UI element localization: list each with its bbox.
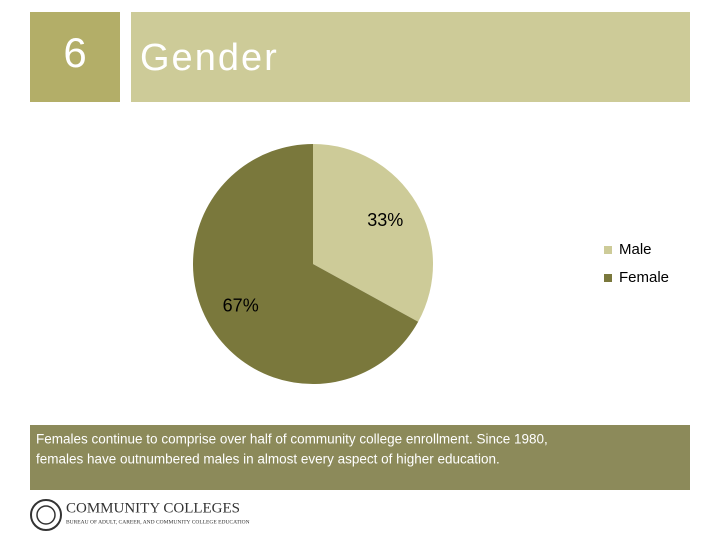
logo-subtitle: BUREAU OF ADULT, CAREER, AND COMMUNITY C… bbox=[66, 519, 250, 525]
logo-seal bbox=[30, 499, 62, 531]
caption-box bbox=[30, 425, 690, 490]
caption-line: females have outnumbered males in almost… bbox=[36, 452, 500, 467]
data-label: 33% bbox=[367, 210, 403, 230]
logo-name: COMMUNITY COLLEGES bbox=[66, 500, 240, 516]
logo: COMMUNITY COLLEGES BUREAU OF ADULT, CARE… bbox=[30, 499, 250, 531]
title-box bbox=[131, 12, 690, 102]
data-label: 67% bbox=[223, 296, 259, 316]
pie-chart: 33% Male 67% Female bbox=[193, 144, 669, 384]
pie-slice bbox=[193, 144, 419, 384]
legend-label: Male bbox=[619, 241, 652, 258]
legend-label: Female bbox=[619, 269, 669, 286]
caption-line: Females continue to comprise over half o… bbox=[36, 432, 548, 447]
slide-title: Gender bbox=[140, 37, 279, 79]
pie-slice bbox=[313, 144, 434, 322]
legend-swatch bbox=[604, 274, 612, 282]
number-box bbox=[30, 12, 120, 102]
slide-number: 6 bbox=[63, 29, 86, 76]
legend-swatch bbox=[604, 246, 612, 254]
logo-seal-inner bbox=[36, 505, 56, 525]
